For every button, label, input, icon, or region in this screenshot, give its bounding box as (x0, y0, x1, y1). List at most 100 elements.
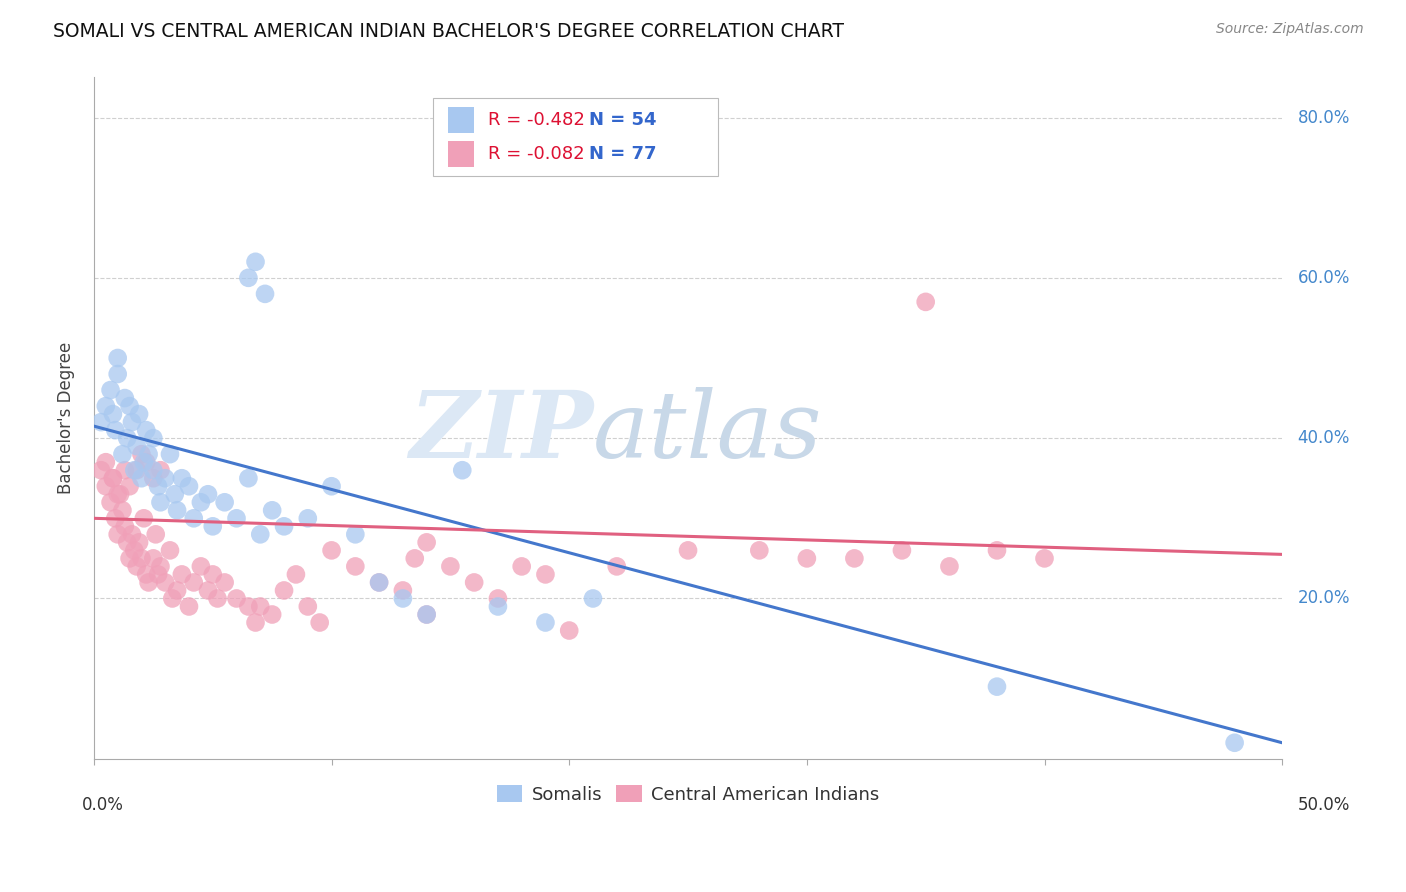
Point (451, 463, 474, 477)
Point (118, 551, 141, 566)
Point (197, 487, 219, 501)
Point (107, 351, 129, 365)
Point (582, 591, 605, 606)
Point (183, 575, 205, 590)
Point (166, 583, 188, 598)
Point (486, 591, 509, 606)
Point (111, 503, 134, 517)
Point (146, 479, 169, 493)
Point (486, 599, 509, 614)
Point (104, 511, 127, 525)
Point (214, 495, 236, 509)
Point (534, 567, 557, 582)
Point (297, 599, 319, 614)
Point (159, 543, 181, 558)
Point (201, 519, 224, 533)
Point (321, 479, 343, 493)
Text: N = 54: N = 54 (589, 111, 657, 128)
Point (392, 591, 415, 606)
Y-axis label: Bachelor's Degree: Bachelor's Degree (58, 342, 75, 494)
Point (101, 471, 124, 485)
Point (125, 559, 148, 574)
Point (101, 471, 124, 485)
Text: 20.0%: 20.0% (1298, 590, 1350, 607)
Point (111, 447, 134, 461)
Point (986, 543, 1008, 558)
Point (121, 415, 143, 429)
Point (238, 270, 260, 285)
Point (132, 455, 155, 469)
Point (118, 399, 141, 413)
Point (183, 511, 205, 525)
Point (138, 447, 160, 461)
Point (163, 487, 186, 501)
Point (190, 559, 212, 574)
Point (149, 559, 172, 574)
Point (510, 559, 533, 574)
Point (125, 463, 148, 477)
Point (159, 447, 181, 461)
Point (225, 591, 247, 606)
Point (100, 383, 122, 397)
Point (170, 567, 193, 582)
Point (415, 535, 437, 549)
Point (132, 511, 155, 525)
Point (125, 439, 148, 453)
FancyBboxPatch shape (449, 141, 474, 167)
Point (676, 543, 699, 558)
Point (114, 519, 136, 533)
Point (415, 607, 437, 622)
Point (135, 423, 157, 437)
Point (128, 407, 150, 421)
Point (115, 431, 138, 445)
Text: Source: ZipAtlas.com: Source: ZipAtlas.com (1216, 22, 1364, 37)
Point (249, 527, 271, 541)
Legend: Somalis, Central American Indians: Somalis, Central American Indians (489, 778, 886, 811)
Point (238, 471, 260, 485)
Point (146, 567, 169, 582)
Point (321, 543, 343, 558)
Point (245, 255, 267, 269)
Point (114, 463, 136, 477)
Point (142, 431, 165, 445)
Point (107, 367, 129, 381)
Point (104, 423, 127, 437)
Point (844, 551, 866, 566)
FancyBboxPatch shape (449, 107, 474, 133)
Point (415, 607, 437, 622)
Point (128, 535, 150, 549)
Point (155, 575, 177, 590)
Point (214, 575, 236, 590)
Point (197, 583, 219, 598)
Point (344, 527, 367, 541)
Point (162, 591, 184, 606)
Point (262, 503, 284, 517)
Point (273, 583, 295, 598)
Point (748, 543, 770, 558)
Point (890, 543, 912, 558)
Point (238, 599, 260, 614)
Point (1033, 551, 1056, 566)
Point (463, 575, 485, 590)
Point (796, 551, 818, 566)
Point (118, 479, 141, 493)
Point (308, 615, 330, 630)
Point (142, 463, 165, 477)
Point (149, 495, 172, 509)
Point (142, 471, 165, 485)
Text: 80.0%: 80.0% (1298, 109, 1350, 127)
Text: SOMALI VS CENTRAL AMERICAN INDIAN BACHELOR'S DEGREE CORRELATION CHART: SOMALI VS CENTRAL AMERICAN INDIAN BACHEL… (53, 22, 845, 41)
Point (121, 527, 143, 541)
Point (177, 479, 200, 493)
Point (94, 479, 117, 493)
Point (201, 567, 224, 582)
Point (131, 471, 153, 485)
Point (138, 575, 160, 590)
Point (135, 567, 157, 582)
Point (558, 624, 581, 638)
Point (284, 567, 307, 582)
Point (149, 463, 172, 477)
Point (135, 455, 157, 469)
Point (115, 535, 138, 549)
Point (404, 551, 426, 566)
